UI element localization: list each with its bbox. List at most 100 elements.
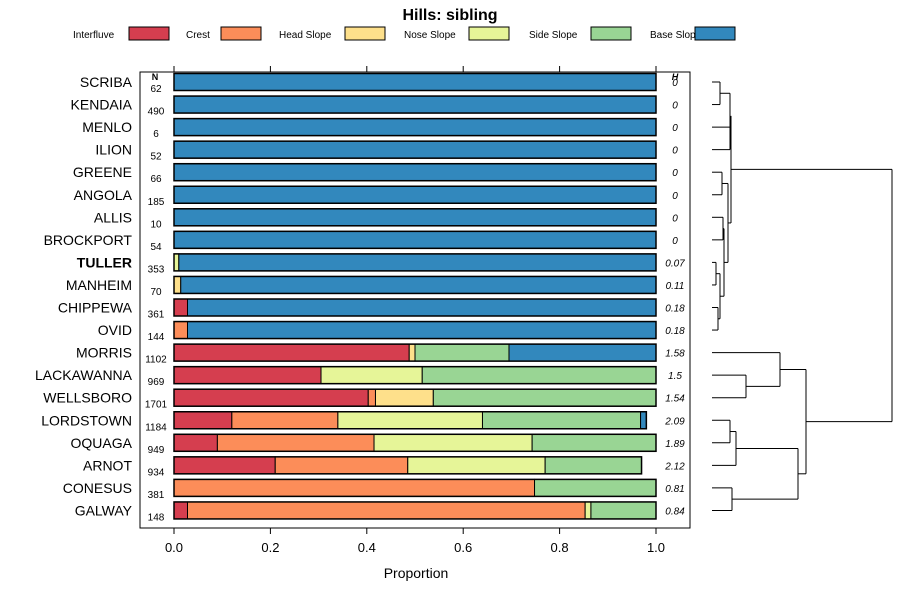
x-tick-label: 0.2 — [261, 540, 279, 555]
h-value: 0 — [672, 123, 678, 134]
soil-label: OQUAGA — [71, 435, 133, 451]
bar-row — [173, 185, 657, 204]
h-value: 0 — [672, 146, 678, 157]
bar-row — [173, 72, 657, 92]
bar-outline — [173, 72, 657, 92]
h-value: 1.5 — [668, 371, 682, 382]
bar-row — [173, 275, 657, 295]
bar-row — [173, 95, 657, 114]
bar-segment — [544, 456, 643, 475]
n-value: 185 — [148, 197, 165, 208]
legend-item: Base Slope — [650, 26, 736, 41]
h-value: 1.58 — [665, 349, 685, 360]
bar-outline — [173, 365, 657, 385]
bar-row — [173, 411, 648, 430]
bar-row — [173, 478, 657, 498]
bar-row — [173, 253, 657, 272]
x-tick-label: 0.8 — [551, 540, 569, 555]
bar-row — [173, 140, 657, 159]
soil-label: GREENE — [73, 164, 132, 180]
bar-segment — [216, 433, 375, 452]
h-value: 2.09 — [664, 416, 685, 427]
n-value: 1701 — [145, 400, 168, 411]
bar-segment — [374, 388, 434, 407]
legend-item: Side Slope — [529, 26, 632, 41]
bar-segment — [407, 456, 546, 475]
bar-segment — [173, 275, 182, 294]
chart-title: Hills: sibling — [402, 7, 497, 24]
h-value: 0.18 — [665, 326, 685, 337]
h-value: 0.07 — [665, 258, 685, 269]
legend-label: Nose Slope — [404, 30, 456, 41]
bar-segment — [173, 456, 276, 475]
bar-outline — [173, 388, 657, 407]
bar-segment — [408, 343, 416, 362]
bar-outline — [173, 298, 657, 317]
bar-segment — [173, 185, 657, 204]
h-value: 0 — [672, 191, 678, 202]
bar-segment — [173, 95, 657, 114]
dendrogram — [712, 81, 893, 511]
bar-outline — [173, 343, 657, 362]
n-value: 10 — [150, 219, 162, 230]
bar-outline — [173, 478, 657, 498]
bars — [173, 72, 657, 520]
soil-label: LORDSTOWN — [41, 412, 132, 428]
legend-item: Crest — [186, 26, 262, 41]
bar-segment — [640, 411, 647, 430]
n-value: 144 — [148, 332, 165, 343]
bar-row — [173, 162, 657, 182]
legend-label: Crest — [186, 30, 210, 41]
soil-label: ALLIS — [94, 209, 132, 225]
bar-segment — [173, 388, 369, 407]
soil-label: ILION — [95, 142, 132, 158]
h-value: 2.12 — [664, 461, 685, 472]
bar-segment — [173, 163, 657, 182]
bar-segment — [186, 298, 657, 317]
soil-label: MORRIS — [76, 345, 132, 361]
h-value: 0 — [672, 78, 678, 89]
bar-segment — [186, 501, 586, 520]
soil-label: GALWAY — [75, 502, 133, 518]
legend-swatch — [694, 26, 736, 41]
bar-segment — [178, 253, 657, 272]
h-value: 0 — [672, 168, 678, 179]
h-value: 0.81 — [665, 484, 684, 495]
h-value: 0 — [672, 101, 678, 112]
soil-label: KENDAIA — [71, 97, 133, 113]
legend-swatch — [344, 26, 386, 41]
n-value: 361 — [148, 310, 165, 321]
legend-label: Base Slope — [650, 30, 702, 41]
legend-item: Head Slope — [279, 26, 386, 41]
bar-segment — [173, 321, 188, 340]
bar-segment — [590, 501, 657, 520]
n-value: 969 — [148, 377, 165, 388]
legend-item: Nose Slope — [404, 26, 510, 41]
n-value: 353 — [148, 264, 165, 275]
bar-segment — [173, 501, 188, 520]
bar-outline — [173, 230, 657, 250]
bar-row — [173, 433, 657, 453]
n-value: 66 — [150, 174, 162, 185]
x-tick-label: 0.0 — [165, 540, 183, 555]
bar-segment — [481, 411, 642, 430]
n-value: 934 — [148, 467, 165, 478]
h-column-header: H — [672, 72, 679, 82]
bar-row — [173, 230, 657, 250]
bar-segment — [173, 343, 410, 362]
bar-row — [173, 365, 657, 385]
n-value: 6 — [153, 129, 159, 140]
bar-segment — [186, 321, 657, 340]
bar-segment — [173, 411, 233, 430]
h-value: 0.11 — [666, 281, 685, 292]
bar-row — [173, 501, 657, 520]
bar-outline — [173, 456, 643, 475]
n-value: 381 — [148, 490, 165, 501]
plot-frame — [139, 71, 691, 529]
bar-segment — [584, 501, 592, 520]
h-value: 0 — [672, 213, 678, 224]
bar-segment — [367, 388, 376, 407]
bar-segment — [320, 366, 423, 385]
bar-segment — [173, 140, 657, 159]
